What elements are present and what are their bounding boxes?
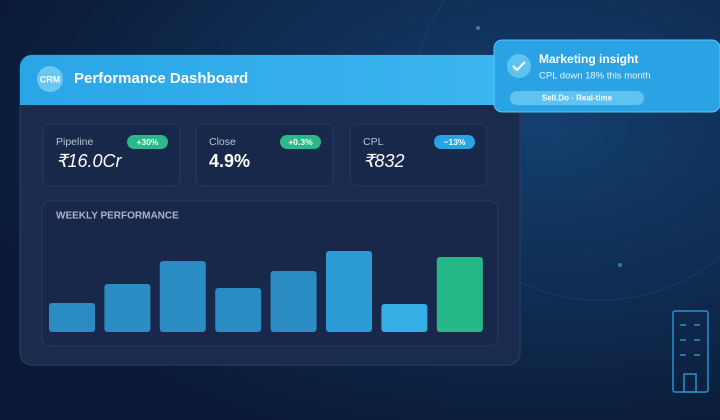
kpi-badge-text: +0.3% — [288, 137, 313, 147]
kpi-label: CPL — [363, 136, 384, 148]
chart-title: WEEKLY PERFORMANCE — [56, 211, 179, 222]
kpi-label: Pipeline — [56, 136, 94, 148]
notification-title: Marketing insight — [539, 52, 638, 66]
kpi-value: ₹16.0Cr — [56, 151, 122, 171]
decor-dot — [476, 26, 480, 30]
bar — [436, 257, 483, 332]
check-icon — [507, 54, 531, 78]
check-mark — [512, 61, 526, 72]
notification-message: CPL down 18% this month — [539, 71, 651, 82]
notification-tag — [510, 91, 644, 105]
kpi-badge-text: −13% — [444, 137, 466, 147]
decor-dot — [618, 263, 622, 267]
bar — [159, 261, 206, 332]
card-header — [20, 55, 520, 105]
bar — [326, 251, 372, 332]
kpi-label: Close — [209, 136, 236, 148]
bar — [104, 284, 151, 332]
dashboard-title: Performance Dashboard — [74, 70, 248, 87]
kpi-value: ₹832 — [363, 151, 404, 171]
logo — [37, 66, 63, 92]
logo-text: CRM — [40, 74, 61, 84]
bar — [215, 288, 262, 332]
kpi-badge-text: +30% — [137, 137, 159, 147]
building-icon — [672, 310, 709, 393]
kpi-badge — [127, 135, 168, 149]
bar — [381, 304, 428, 332]
tag-text: Sell.Do · Real-time — [542, 94, 613, 103]
kpi-badge — [280, 135, 321, 149]
kpi-badge — [434, 135, 475, 149]
bar — [270, 271, 317, 332]
kpi-value: 4.9% — [209, 151, 250, 171]
bar — [49, 303, 95, 332]
